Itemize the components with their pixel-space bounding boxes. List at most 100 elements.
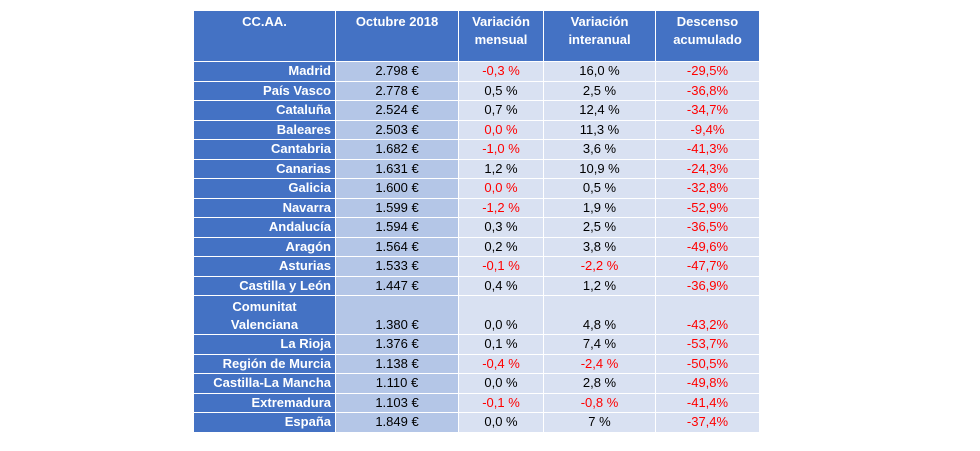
region-cell: La Rioja — [193, 334, 336, 355]
table-row: Canarias 1.631 €1,2 % 10,9 % -24,3% — [193, 158, 760, 179]
price-cell: 1.138 € — [335, 353, 459, 374]
cumulative-drop-cell: -36,5% — [655, 217, 760, 238]
yearly-change-cell: 4,8 % — [543, 295, 656, 335]
cumulative-drop-cell: -53,7% — [655, 334, 760, 355]
monthly-change-cell: -1,2 % — [458, 197, 544, 218]
region-cell: Navarra — [193, 197, 336, 218]
region-cell: Región de Murcia — [193, 353, 336, 374]
yearly-change-cell: 1,9 % — [543, 197, 656, 218]
monthly-change-cell: 0,0 % — [458, 412, 544, 433]
yearly-change-cell: -0,8 % — [543, 392, 656, 413]
region-cell: Andalucía — [193, 217, 336, 238]
cumulative-drop-cell: -29,5% — [655, 61, 760, 82]
table-row: Galicia 1.600 €0,0 % 0,5 % -32,8% — [193, 178, 760, 199]
region-cell: Cantabria — [193, 139, 336, 160]
cumulative-drop-cell: -50,5% — [655, 353, 760, 374]
yearly-change-cell: -2,2 % — [543, 256, 656, 277]
cumulative-drop-cell: -36,9% — [655, 275, 760, 296]
header-yearly: Variación interanual — [543, 10, 656, 62]
price-table: CC.AA. Octubre 2018 Variación mensual Va… — [193, 10, 760, 433]
table-row: Extremadura 1.103 € -0,1 % -0,8 % -41,4% — [193, 392, 760, 413]
table-row: Castilla-La Mancha 1.110 €0,0 % 2,8 % -49,8… — [193, 373, 760, 394]
table-row: Aragón 1.564 €0,2 % 3,8 % -49,6% — [193, 236, 760, 257]
header-region: CC.AA. — [193, 10, 336, 62]
region-cell: Castilla-La Mancha — [193, 373, 336, 394]
region-cell: Galicia — [193, 178, 336, 199]
header-monthly: Variación mensual — [458, 10, 544, 62]
yearly-change-cell: 3,8 % — [543, 236, 656, 257]
price-cell: 2.778 € — [335, 80, 459, 101]
cumulative-drop-cell: -47,7% — [655, 256, 760, 277]
monthly-change-cell: 0,4 % — [458, 275, 544, 296]
region-cell: País Vasco — [193, 80, 336, 101]
price-cell: 1.380 € — [335, 295, 459, 335]
table-row: Comunitat Valenciana 1.380 €0,0 % 4,8 % -43… — [193, 295, 760, 335]
yearly-change-cell: 2,5 % — [543, 80, 656, 101]
yearly-change-cell: 2,8 % — [543, 373, 656, 394]
yearly-change-cell: 0,5 % — [543, 178, 656, 199]
price-cell: 1.103 € — [335, 392, 459, 413]
cumulative-drop-cell: -41,3% — [655, 139, 760, 160]
price-cell: 1.594 € — [335, 217, 459, 238]
yearly-change-cell: 2,5 % — [543, 217, 656, 238]
table-row: Andalucía 1.594 €0,3 % 2,5 % -36,5% — [193, 217, 760, 238]
monthly-change-cell: 0,1 % — [458, 334, 544, 355]
region-cell: Canarias — [193, 158, 336, 179]
cumulative-drop-cell: -24,3% — [655, 158, 760, 179]
table-row: Cantabria 1.682 € -1,0 % 3,6 % -41,3% — [193, 139, 760, 160]
table-row: España 1.849 €0,0 % 7 % -37,4% — [193, 412, 760, 433]
price-cell: 1.533 € — [335, 256, 459, 277]
region-cell: Asturias — [193, 256, 336, 277]
yearly-change-cell: 16,0 % — [543, 61, 656, 82]
monthly-change-cell: 0,7 % — [458, 100, 544, 121]
price-cell: 1.631 € — [335, 158, 459, 179]
price-table-container: CC.AA. Octubre 2018 Variación mensual Va… — [193, 10, 760, 433]
cumulative-drop-cell: -49,8% — [655, 373, 760, 394]
region-cell: Cataluña — [193, 100, 336, 121]
monthly-change-cell: -0,4 % — [458, 353, 544, 374]
yearly-change-cell: -2,4 % — [543, 353, 656, 374]
cumulative-drop-cell: -37,4% — [655, 412, 760, 433]
price-cell: 2.503 € — [335, 119, 459, 140]
cumulative-drop-cell: -9,4% — [655, 119, 760, 140]
cumulative-drop-cell: -41,4% — [655, 392, 760, 413]
table-body: Madrid 2.798 € -0,3 % 16,0 % -29,5% País Vasc… — [193, 61, 760, 433]
price-cell: 1.600 € — [335, 178, 459, 199]
header-cumulative: Descenso acumulado — [655, 10, 760, 62]
price-cell: 1.376 € — [335, 334, 459, 355]
table-row: Navarra 1.599 € -1,2 % 1,9 % -52,9% — [193, 197, 760, 218]
region-cell: Madrid — [193, 61, 336, 82]
cumulative-drop-cell: -32,8% — [655, 178, 760, 199]
monthly-change-cell: -0,1 % — [458, 392, 544, 413]
monthly-change-cell: -0,1 % — [458, 256, 544, 277]
monthly-change-cell: -0,3 % — [458, 61, 544, 82]
price-cell: 1.110 € — [335, 373, 459, 394]
monthly-change-cell: 0,0 % — [458, 295, 544, 335]
yearly-change-cell: 3,6 % — [543, 139, 656, 160]
cumulative-drop-cell: -36,8% — [655, 80, 760, 101]
monthly-change-cell: 0,5 % — [458, 80, 544, 101]
price-cell: 1.849 € — [335, 412, 459, 433]
cumulative-drop-cell: -52,9% — [655, 197, 760, 218]
yearly-change-cell: 11,3 % — [543, 119, 656, 140]
monthly-change-cell: 0,0 % — [458, 373, 544, 394]
table-row: Región de Murcia 1.138 € -0,4 % -2,4 % -50,5… — [193, 353, 760, 374]
monthly-change-cell: 1,2 % — [458, 158, 544, 179]
cumulative-drop-cell: -34,7% — [655, 100, 760, 121]
monthly-change-cell: 0,0 % — [458, 178, 544, 199]
monthly-change-cell: 0,3 % — [458, 217, 544, 238]
region-cell: Baleares — [193, 119, 336, 140]
yearly-change-cell: 7 % — [543, 412, 656, 433]
price-cell: 1.447 € — [335, 275, 459, 296]
table-row: Madrid 2.798 € -0,3 % 16,0 % -29,5% — [193, 61, 760, 82]
price-cell: 1.599 € — [335, 197, 459, 218]
yearly-change-cell: 12,4 % — [543, 100, 656, 121]
header-row: CC.AA. Octubre 2018 Variación mensual Va… — [193, 10, 760, 62]
table-row: Baleares 2.503 €0,0 % 11,3 % -9,4% — [193, 119, 760, 140]
monthly-change-cell: 0,2 % — [458, 236, 544, 257]
monthly-change-cell: -1,0 % — [458, 139, 544, 160]
monthly-change-cell: 0,0 % — [458, 119, 544, 140]
region-cell: Castilla y León — [193, 275, 336, 296]
yearly-change-cell: 1,2 % — [543, 275, 656, 296]
yearly-change-cell: 10,9 % — [543, 158, 656, 179]
